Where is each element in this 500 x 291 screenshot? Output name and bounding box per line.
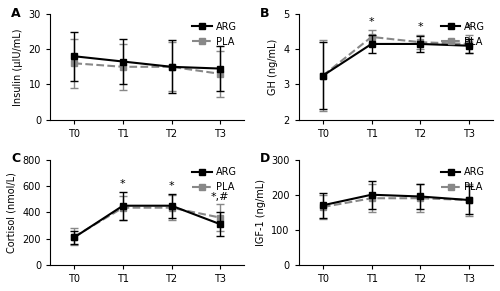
Y-axis label: Insulin (µIU/mL): Insulin (µIU/mL)	[13, 28, 23, 106]
Legend: ARG, PLA: ARG, PLA	[438, 164, 488, 195]
Text: *,#: *,#	[211, 192, 230, 202]
Text: *: *	[418, 22, 423, 32]
Text: B: B	[260, 7, 270, 20]
Legend: ARG, PLA: ARG, PLA	[190, 19, 240, 50]
Legend: ARG, PLA: ARG, PLA	[438, 19, 488, 50]
Y-axis label: IGF-1 (ng/mL): IGF-1 (ng/mL)	[256, 179, 266, 246]
Text: *: *	[168, 181, 174, 191]
Text: *: *	[368, 17, 374, 27]
Text: A: A	[11, 7, 21, 20]
Text: C: C	[11, 152, 20, 165]
Legend: ARG, PLA: ARG, PLA	[190, 164, 240, 195]
Text: *: *	[120, 179, 126, 189]
Text: D: D	[260, 152, 270, 165]
Y-axis label: Cortisol (nmol/L): Cortisol (nmol/L)	[7, 172, 17, 253]
Y-axis label: GH (ng/mL): GH (ng/mL)	[268, 39, 278, 95]
Text: *: *	[466, 23, 471, 33]
